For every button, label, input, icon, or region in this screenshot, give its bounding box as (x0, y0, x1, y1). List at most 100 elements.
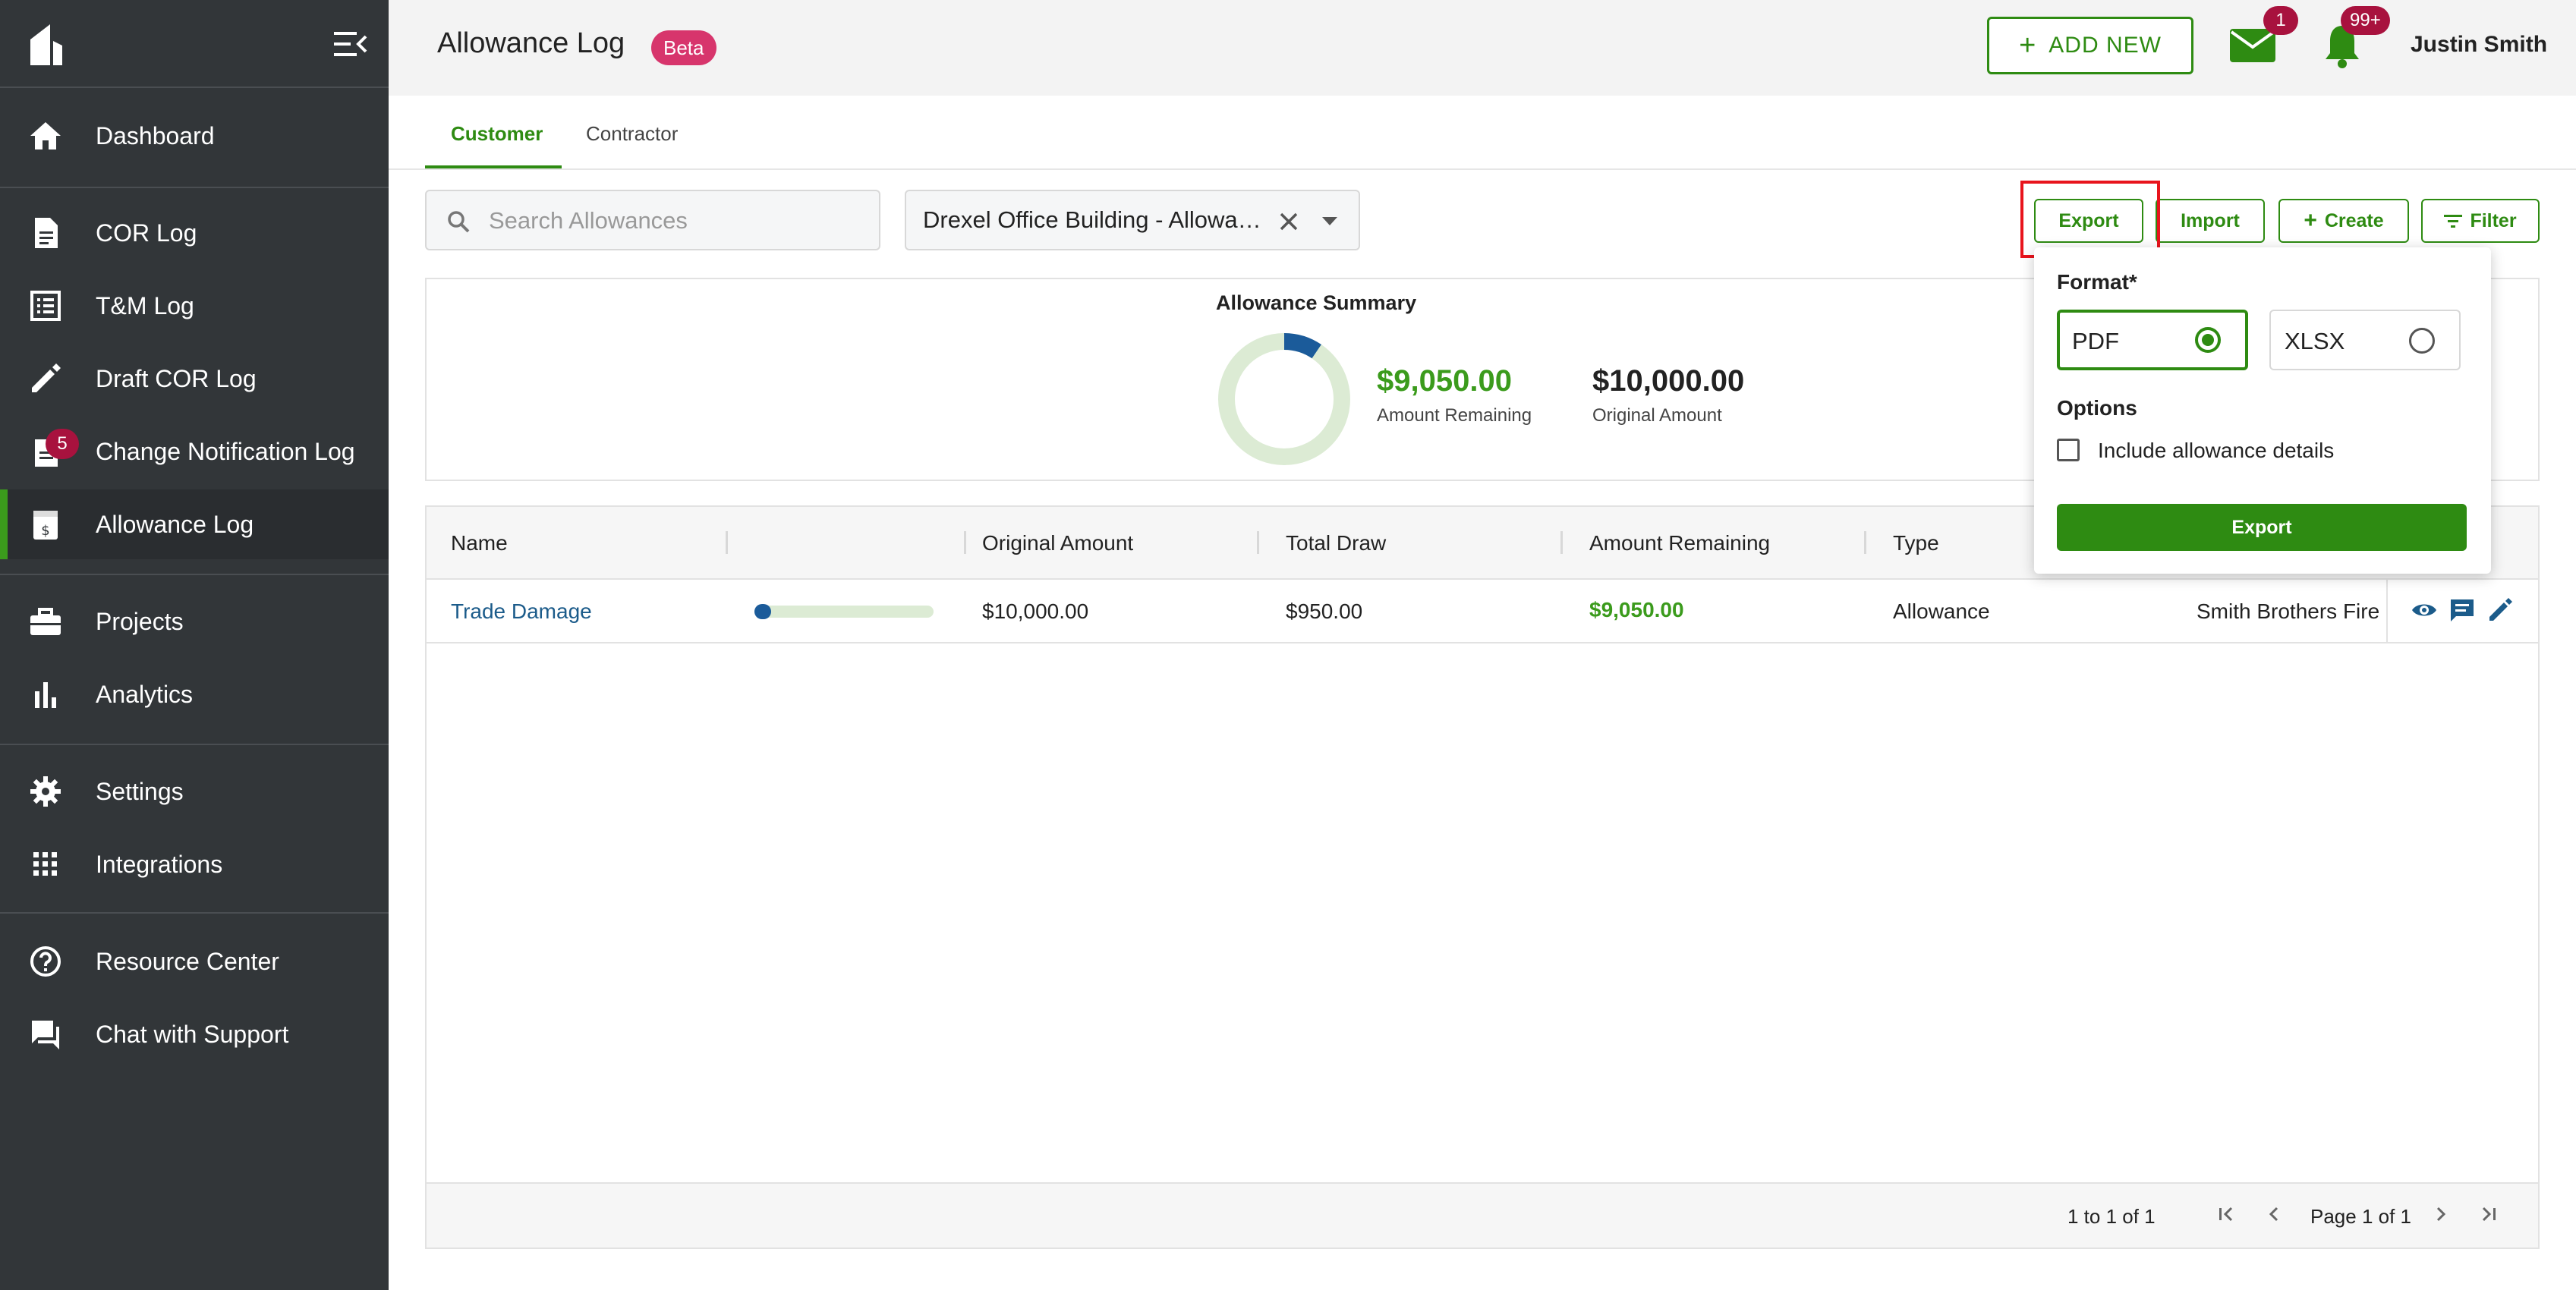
donut-used-segment (1218, 333, 1350, 465)
plus-icon: + (2019, 30, 2037, 61)
bar-chart-icon (35, 682, 56, 708)
chevron-down-icon[interactable] (1321, 216, 1339, 228)
user-name[interactable]: Justin Smith (2411, 32, 2548, 57)
radio-pdf[interactable] (2195, 327, 2221, 353)
sidebar-item-label: Settings (96, 777, 184, 805)
search-input[interactable] (487, 202, 870, 240)
sidebar-item-resource-center[interactable]: Resource Center (0, 927, 389, 996)
column-header-name[interactable]: Name (451, 531, 508, 555)
amount-remaining-label: Amount Remaining (1377, 405, 1532, 426)
sidebar-item-projects[interactable]: Projects (0, 587, 389, 656)
column-header-total-draw[interactable]: Total Draw (1286, 531, 1387, 555)
sidebar-item-label: Change Notification Log (96, 437, 355, 465)
sidebar-divider (0, 744, 389, 745)
sidebar-item-cor-log[interactable]: COR Log (0, 198, 389, 268)
last-page-icon[interactable] (2477, 1202, 2502, 1226)
header-bar (389, 0, 2576, 96)
allowance-table (425, 505, 2540, 1249)
plus-icon: + (2304, 208, 2317, 233)
export-highlight-box (2020, 181, 2160, 258)
table-footer (427, 1182, 2538, 1248)
first-page-icon[interactable] (2213, 1202, 2237, 1226)
column-separator[interactable] (964, 531, 966, 554)
sidebar-item-tm-log[interactable]: T&M Log (0, 271, 389, 341)
include-details-checkbox[interactable] (2057, 439, 2080, 461)
next-page-icon[interactable] (2429, 1202, 2453, 1226)
column-separator[interactable] (726, 531, 728, 554)
format-xlsx-label: XLSX (2285, 328, 2345, 354)
sidebar-item-label: Allowance Log (96, 510, 254, 538)
column-separator[interactable] (1864, 531, 1866, 554)
search-icon (448, 211, 470, 233)
sidebar-item-allowance-log[interactable]: $ Allowance Log (0, 489, 389, 559)
amount-remaining-value: $9,050.00 (1377, 364, 1512, 398)
original-amount-label: Original Amount (1592, 405, 1722, 426)
page-indicator: Page 1 of 1 (2310, 1205, 2411, 1228)
sidebar-item-label: Resource Center (96, 947, 279, 975)
format-pdf-label: PDF (2072, 328, 2119, 354)
search-field[interactable] (425, 190, 880, 250)
row-progress-track (754, 606, 934, 618)
tab-customer[interactable]: Customer (451, 121, 543, 145)
export-button[interactable]: Export (2034, 199, 2143, 243)
create-button[interactable]: + Create (2278, 199, 2409, 243)
actions-column-separator (2386, 580, 2388, 643)
sidebar-item-settings[interactable]: Settings (0, 757, 389, 826)
format-label: Format* (2057, 270, 2137, 294)
logo-icon (30, 24, 62, 65)
sidebar-item-integrations[interactable]: Integrations (0, 829, 389, 899)
row-original-amount: $10,000.00 (982, 599, 1089, 623)
view-eye-icon[interactable] (2411, 596, 2438, 624)
include-details-label[interactable]: Include allowance details (2098, 439, 2335, 462)
beta-badge: Beta (651, 30, 716, 65)
format-option-pdf[interactable]: PDF (2057, 310, 2248, 370)
notification-badge: 5 (46, 429, 79, 459)
options-label: Options (2057, 396, 2137, 420)
sidebar-item-label: Projects (96, 607, 184, 635)
home-icon (30, 122, 61, 149)
edit-pencil-icon[interactable] (2486, 596, 2514, 624)
filter-button[interactable]: Filter (2421, 199, 2540, 243)
previous-page-icon[interactable] (2262, 1202, 2286, 1226)
tabs-border (389, 168, 2576, 170)
sidebar-divider (0, 574, 389, 575)
column-separator[interactable] (1560, 531, 1563, 554)
help-circle-icon (30, 946, 61, 977)
sidebar-item-analytics[interactable]: Analytics (0, 659, 389, 729)
format-option-xlsx[interactable]: XLSX (2269, 310, 2461, 370)
comment-icon[interactable] (2448, 596, 2476, 624)
page-title: Allowance Log (437, 27, 625, 59)
clear-icon[interactable] (1278, 211, 1299, 232)
tab-contractor[interactable]: Contractor (586, 121, 679, 145)
gear-icon (30, 776, 61, 807)
briefcase-icon (30, 608, 61, 635)
column-separator[interactable] (1257, 531, 1259, 554)
sidebar-item-change-notification-log[interactable]: 5 Change Notification Log (0, 417, 389, 486)
add-new-button[interactable]: + ADD NEW (1987, 17, 2193, 74)
radio-xlsx[interactable] (2409, 328, 2435, 354)
sidebar-item-draft-cor-log[interactable]: Draft COR Log (0, 344, 389, 414)
row-name-link[interactable]: Trade Damage (451, 599, 592, 623)
sidebar-item-chat-support[interactable]: Chat with Support (0, 999, 389, 1069)
summary-donut-chart (1218, 333, 1350, 465)
project-select[interactable]: Drexel Office Building - Allowances (905, 190, 1360, 250)
sidebar-item-label: Analytics (96, 680, 194, 708)
sidebar-item-label: COR Log (96, 219, 197, 247)
column-header-original-amount[interactable]: Original Amount (982, 531, 1134, 555)
summary-title: Allowance Summary (1216, 291, 1417, 314)
project-select-value: Drexel Office Building - Allowances (923, 206, 1264, 233)
collapse-menu-icon[interactable] (334, 29, 367, 59)
bell-badge: 99+ (2341, 6, 2390, 35)
row-count: 1 to 1 of 1 (2067, 1205, 2156, 1228)
column-header-amount-remaining[interactable]: Amount Remaining (1589, 531, 1771, 555)
sidebar-item-dashboard[interactable]: Dashboard (0, 101, 389, 171)
table-row[interactable] (427, 580, 2538, 643)
import-button[interactable]: Import (2156, 199, 2265, 243)
popover-export-button[interactable]: Export (2057, 504, 2467, 551)
list-icon (30, 291, 61, 321)
column-header-type[interactable]: Type (1893, 531, 1939, 555)
grid-icon (33, 852, 57, 876)
add-new-label: ADD NEW (2049, 33, 2162, 58)
donut-remaining-ring (1218, 333, 1350, 465)
mail-icon[interactable] (2228, 26, 2277, 65)
